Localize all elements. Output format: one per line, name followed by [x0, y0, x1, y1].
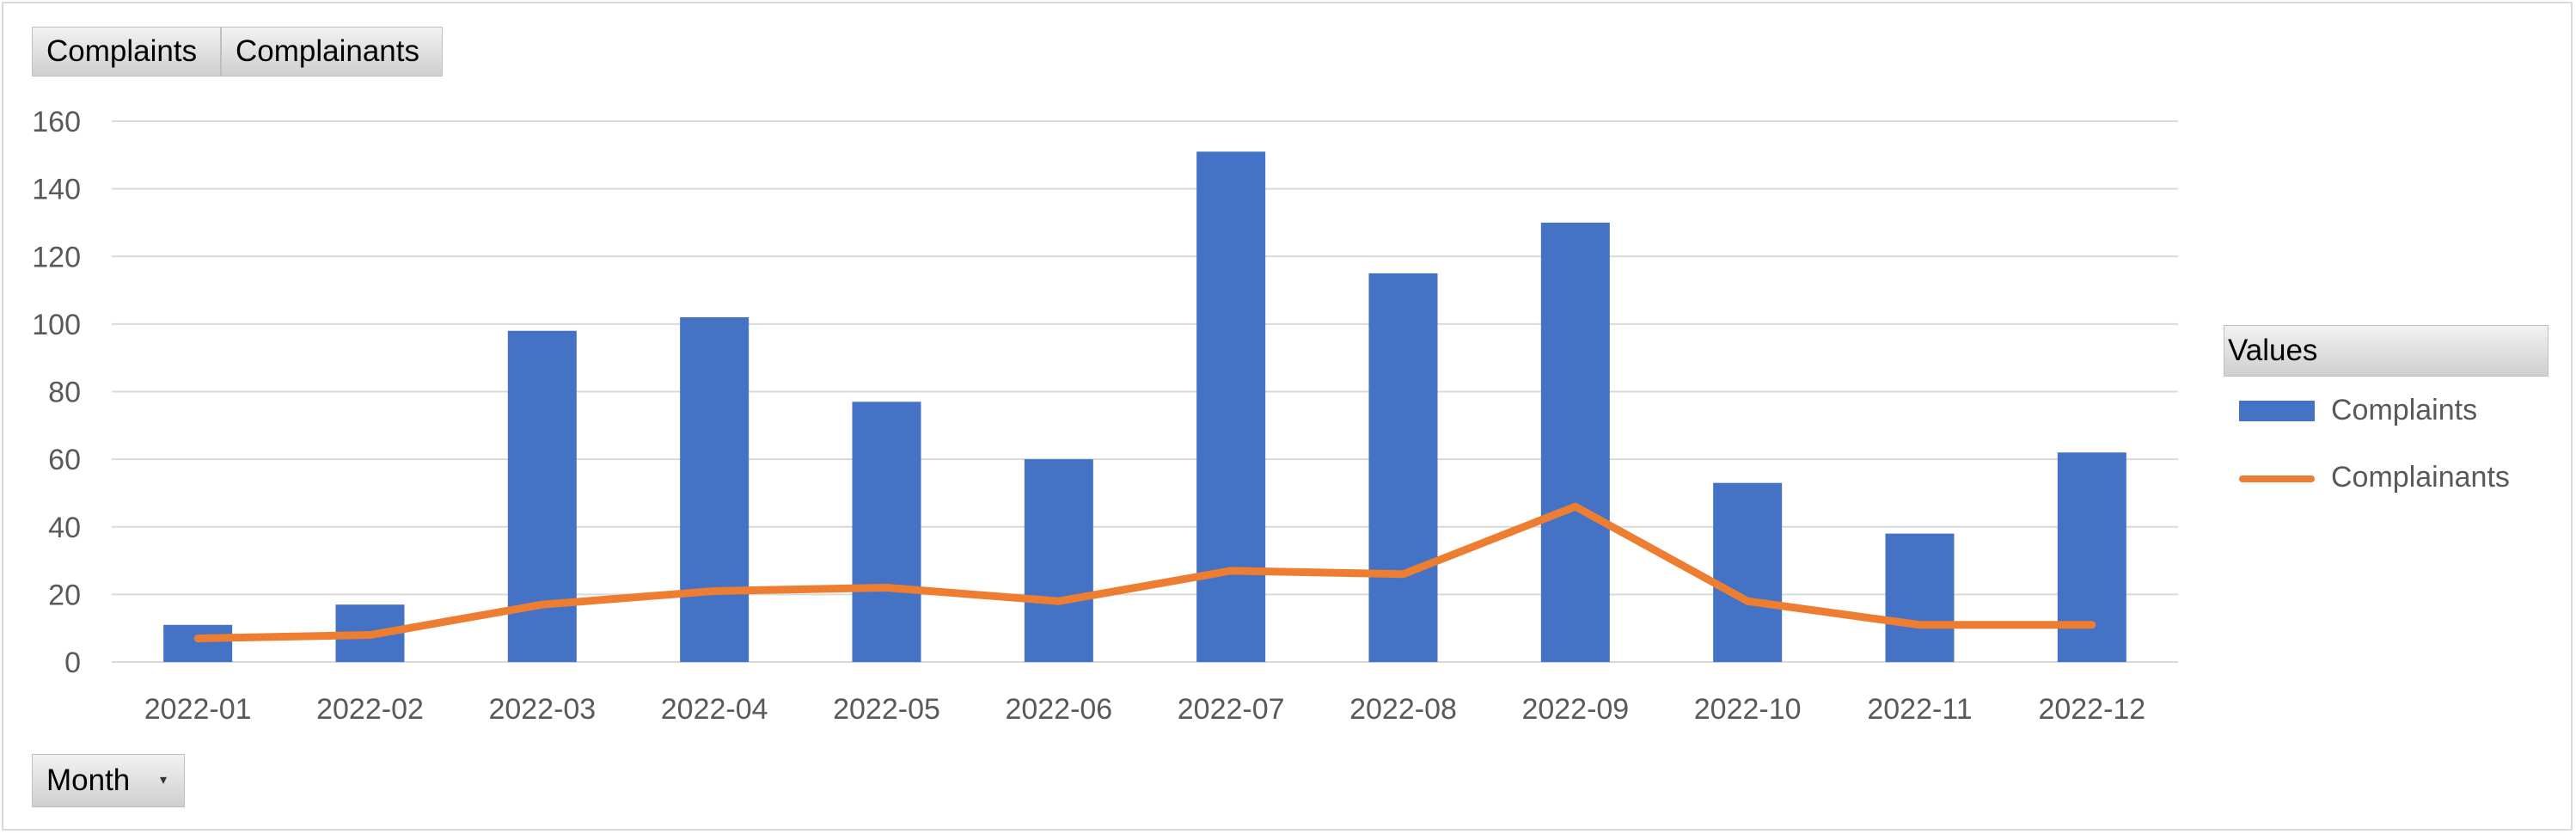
legend-title: Values	[2224, 325, 2548, 377]
x-tick-label: 2022-09	[1521, 693, 1629, 726]
y-tick-label: 100	[32, 309, 81, 341]
month-field-label: Month	[46, 763, 131, 797]
y-tick-label: 40	[48, 512, 81, 544]
point-complainants-2022-02	[369, 634, 371, 636]
x-tick-label: 2022-12	[2038, 693, 2145, 726]
x-tick-label: 2022-02	[316, 693, 424, 726]
line-complainants	[193, 502, 2096, 642]
x-tick-label: 2022-06	[1005, 693, 1112, 726]
legend-item-complainants: Complainants	[2239, 456, 2548, 499]
point-complainants-2022-05	[885, 586, 888, 589]
complainants-field-button[interactable]: Complainants	[221, 27, 443, 77]
bar-complaints-2022-09	[1540, 222, 1610, 662]
x-tick-label: 2022-11	[1867, 693, 1972, 726]
dropdown-arrow-icon[interactable]: ▾	[159, 773, 167, 788]
month-field-button[interactable]: Month ▾	[32, 754, 185, 807]
bar-complaints-2022-08	[1368, 273, 1438, 662]
bar-complaints-2022-07	[1196, 151, 1266, 663]
y-tick-label: 80	[48, 377, 81, 409]
legend-swatch-complainants	[2239, 475, 2315, 482]
point-complainants-2022-12	[2090, 623, 2093, 626]
y-tick-label: 20	[48, 579, 81, 611]
bar-complaints-2022-12	[2057, 452, 2126, 662]
point-complainants-2022-06	[1057, 600, 1060, 603]
point-complainants-2022-07	[1230, 569, 1233, 572]
bar-complaints-2022-06	[1024, 459, 1093, 662]
point-complainants-2022-08	[1402, 573, 1404, 575]
legend-label-complaints: Complaints	[2331, 394, 2478, 426]
x-tick-label: 2022-04	[661, 693, 768, 726]
y-tick-label: 60	[48, 444, 81, 476]
legend-item-complaints: Complaints	[2239, 389, 2548, 432]
legend-label-complainants: Complainants	[2331, 461, 2510, 494]
bar-complaints-2022-04	[680, 317, 750, 662]
x-tick-label: 2022-03	[488, 693, 596, 726]
complaints-field-button[interactable]: Complaints	[32, 27, 221, 77]
x-tick-label: 2022-07	[1178, 693, 1285, 726]
legend-swatch-complaints	[2239, 401, 2315, 421]
bar-complaints-2022-10	[1713, 482, 1783, 662]
x-tick-label: 2022-05	[833, 693, 940, 726]
x-tick-label: 2022-01	[144, 693, 252, 726]
y-tick-label: 0	[64, 647, 81, 679]
point-complainants-2022-03	[541, 604, 543, 606]
y-tick-label: 140	[32, 174, 81, 206]
bar-complaints-2022-11	[1885, 533, 1955, 662]
y-tick-label: 120	[32, 241, 81, 273]
x-tick-label: 2022-10	[1694, 693, 1802, 726]
bar-complaints-2022-01	[163, 624, 233, 662]
point-complainants-2022-10	[1747, 600, 1749, 603]
point-complainants-2022-04	[713, 590, 716, 592]
bar-complaints-2022-05	[852, 402, 921, 662]
x-tick-label: 2022-08	[1349, 693, 1457, 726]
point-complainants-2022-11	[1918, 623, 1921, 626]
point-complainants-2022-09	[1574, 506, 1576, 508]
y-tick-label: 160	[32, 106, 81, 138]
point-complainants-2022-01	[197, 637, 199, 640]
